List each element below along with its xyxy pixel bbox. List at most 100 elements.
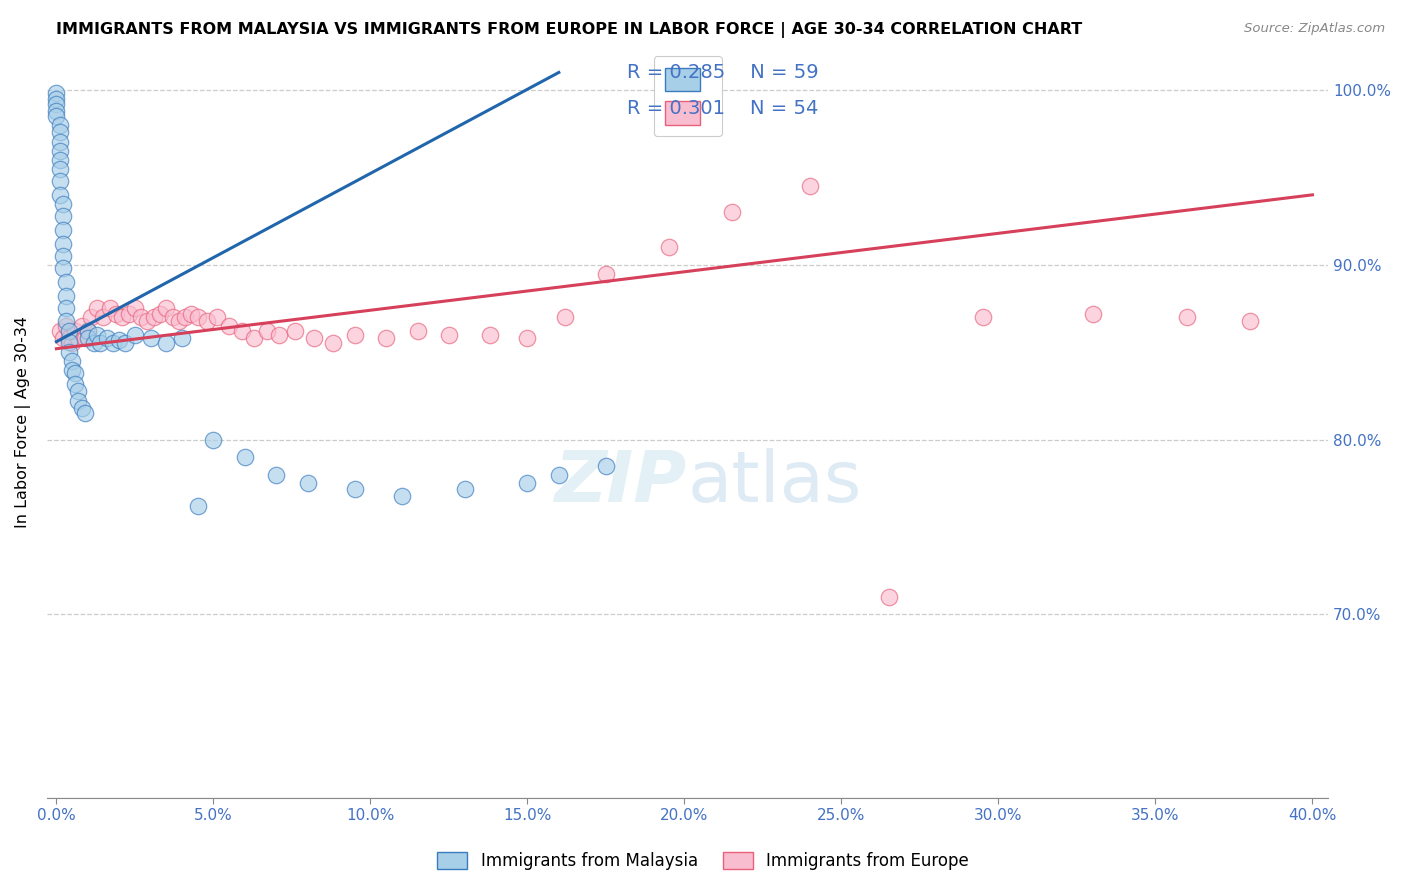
Point [155,301,177,316]
Point [60,336,83,351]
Point [89,336,111,351]
Point [233,450,256,464]
Point [65,366,87,380]
Point [180,307,202,321]
Point [256,324,278,338]
Point [67,331,90,345]
Point [55,289,77,303]
Point [167,314,190,328]
Point [437,327,460,342]
Point [45,97,67,112]
Point [65,324,87,338]
Point [70,401,93,416]
Point [80,310,103,325]
Point [302,331,325,345]
Point [799,179,821,194]
Point [124,301,146,316]
Text: IMMIGRANTS FROM MALAYSIA VS IMMIGRANTS FROM EUROPE IN LABOR FORCE | AGE 30-34 CO: IMMIGRANTS FROM MALAYSIA VS IMMIGRANTS F… [56,22,1083,38]
Point [60,362,83,376]
Point [83,336,105,351]
Point [284,324,307,338]
Legend: Immigrants from Malaysia, Immigrants from Europe: Immigrants from Malaysia, Immigrants fro… [430,845,976,877]
Point [52,209,75,223]
Point [58,324,80,338]
Point [111,310,134,325]
Point [174,310,197,325]
Point [52,196,75,211]
Point [48,118,70,132]
Point [73,406,96,420]
Legend: , : , [654,56,721,136]
Point [67,384,90,398]
Point [162,310,184,325]
Point [1081,307,1104,321]
Point [202,433,225,447]
Point [516,476,538,491]
Point [45,109,67,123]
Point [60,354,83,368]
Point [877,590,900,604]
Point [595,267,617,281]
Point [48,144,70,158]
Point [96,331,118,345]
Point [149,307,172,321]
Point [720,205,742,219]
Point [343,482,366,496]
Text: ZIP: ZIP [555,448,688,516]
Point [45,92,67,106]
Point [391,489,413,503]
Point [45,103,67,118]
Point [1239,314,1261,328]
Point [136,314,159,328]
Point [55,301,77,316]
Point [170,331,193,345]
Point [1175,310,1198,325]
Point [101,336,124,351]
Point [73,331,96,345]
Point [231,324,253,338]
Point [343,327,366,342]
Point [129,310,152,325]
Point [547,467,569,482]
Point [58,334,80,349]
Point [972,310,994,325]
Text: R = 0.301    N = 54: R = 0.301 N = 54 [627,99,818,118]
Point [98,301,121,316]
Point [52,223,75,237]
Point [48,324,70,338]
Point [264,467,287,482]
Point [406,324,429,338]
Point [218,318,240,333]
Point [155,336,177,351]
Point [76,324,98,338]
Point [52,331,75,345]
Point [70,318,93,333]
Point [48,136,70,150]
Point [243,331,266,345]
Point [453,482,475,496]
Point [52,249,75,263]
Point [205,310,228,325]
Point [52,261,75,276]
Point [55,275,77,289]
Point [658,240,681,254]
Point [86,327,108,342]
Point [187,310,209,325]
Point [52,236,75,251]
Point [48,174,70,188]
Point [516,331,538,345]
Point [114,336,136,351]
Point [269,327,291,342]
Point [187,499,209,513]
Point [105,307,128,321]
Point [124,327,146,342]
Point [48,153,70,167]
Point [55,314,77,328]
Point [86,301,108,316]
Text: R = 0.285    N = 59: R = 0.285 N = 59 [627,62,818,82]
Point [108,333,131,347]
Point [117,307,139,321]
Point [142,310,165,325]
Point [58,331,80,345]
Point [76,324,98,338]
